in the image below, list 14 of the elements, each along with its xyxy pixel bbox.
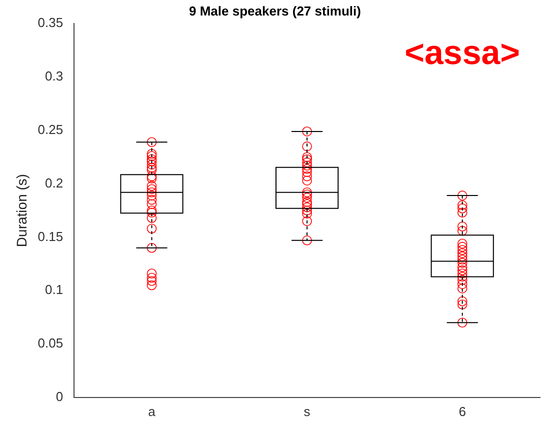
y-tick-label: 0.25 xyxy=(38,122,64,137)
chart-title: 9 Male speakers (27 stimuli) xyxy=(189,3,361,18)
y-tick-label: 0.1 xyxy=(45,282,64,298)
y-tick-label: 0.3 xyxy=(45,68,64,84)
y-tick-label: 0.35 xyxy=(38,15,64,30)
x-tick-label: 6 xyxy=(458,404,466,419)
annotation: <assa> xyxy=(404,34,520,72)
y-tick-label: 0.15 xyxy=(38,228,64,244)
x-tick-label: s xyxy=(304,404,311,419)
y-tick-label: 0 xyxy=(56,388,64,404)
y-tick-label: 0.2 xyxy=(45,175,64,190)
x-tick-label: a xyxy=(148,404,156,419)
y-axis-title: Duration (s) xyxy=(13,174,30,248)
y-tick-label: 0.05 xyxy=(38,336,64,351)
